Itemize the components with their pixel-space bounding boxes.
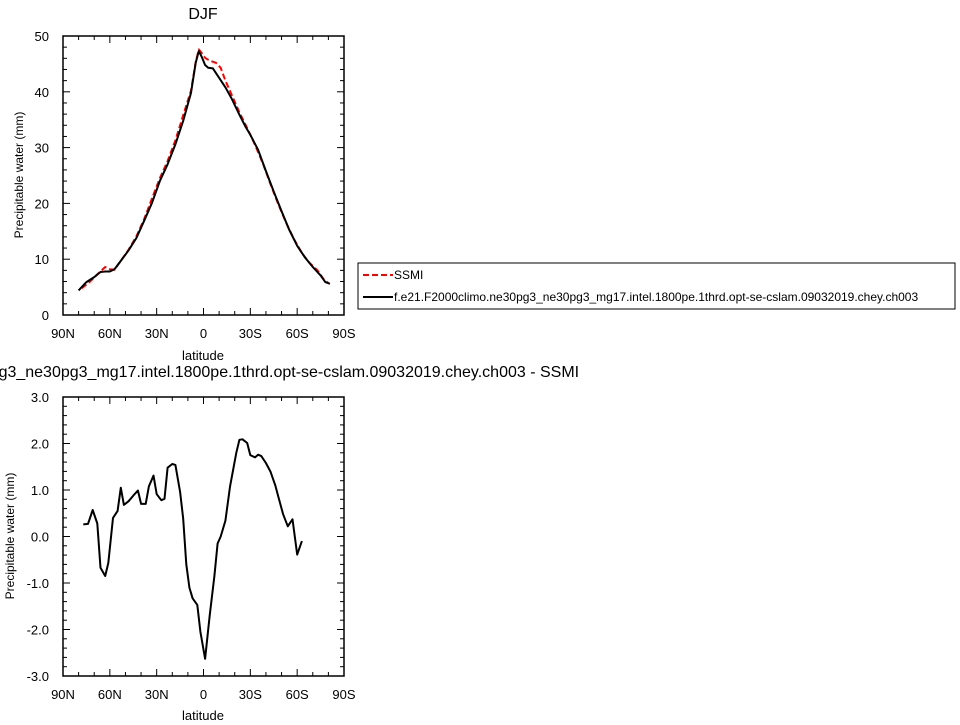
- x-tick-label: 90N: [51, 326, 75, 341]
- top-x-axis-label: latitude: [182, 348, 224, 363]
- legend-box: [357, 262, 956, 310]
- x-tick-label: 90S: [332, 326, 355, 341]
- top-axis-ticks: 90N 60N 30N 0 30S 60S 90S 0 10 20 30 40 50: [35, 29, 356, 341]
- bottom-plot-area: [62, 396, 345, 677]
- x-tick-label: 60N: [98, 326, 122, 341]
- y-tick-label: 40: [35, 85, 49, 100]
- x-tick-label: 90N: [51, 687, 75, 702]
- plot-frame: [62, 35, 345, 316]
- y-tick-label: 2.0: [31, 437, 49, 452]
- plot-frame: [62, 396, 345, 677]
- y-tick-label: 10: [35, 252, 49, 267]
- x-tick-label: 30S: [239, 687, 262, 702]
- x-tick-label: 60N: [98, 687, 122, 702]
- x-tick-label: 30N: [145, 687, 169, 702]
- x-tick-label: 60S: [286, 687, 309, 702]
- top-panel: DJF 90N 60N 30N 0 30S 60S 90S 0 10 20 30 40 50 latit…: [12, 6, 356, 363]
- legend: SSMI f.e21.F2000climo.ne30pg3_ne30pg3_mg…: [357, 262, 956, 310]
- top-plot-area: [62, 35, 345, 316]
- bottom-panel: f.e21.F2000climo.ne30pg3_ne30pg3_mg17.in…: [0, 364, 579, 723]
- bottom-series-lines: [83, 438, 303, 660]
- legend-label-model: f.e21.F2000climo.ne30pg3_ne30pg3_mg17.in…: [394, 290, 918, 304]
- bottom-axis-ticks: 90N 60N 30N 0 30S 60S 90S -3.0 -2.0 -1.0 0.0 1.0 2.0…: [27, 390, 356, 702]
- x-tick-label: 0: [200, 687, 207, 702]
- series-line-1: [77, 50, 331, 292]
- x-tick-label: 90S: [332, 687, 355, 702]
- y-tick-label: -3.0: [27, 669, 49, 684]
- x-tick-label: 0: [200, 326, 207, 341]
- top-series-lines: [77, 48, 331, 292]
- y-tick-label: 50: [35, 29, 49, 44]
- y-tick-label: -1.0: [27, 576, 49, 591]
- y-tick-label: 20: [35, 196, 49, 211]
- y-tick-label: 3.0: [31, 390, 49, 405]
- series-line-0: [81, 48, 330, 289]
- legend-label-ssmi: SSMI: [394, 268, 423, 282]
- x-tick-label: 60S: [286, 326, 309, 341]
- y-tick-label: 1.0: [31, 483, 49, 498]
- bottom-x-axis-label: latitude: [182, 708, 224, 723]
- series-line-0: [83, 438, 303, 660]
- bottom-y-axis-label: Precipitable water (mm): [3, 473, 17, 600]
- y-tick-label: 0.0: [31, 530, 49, 545]
- top-y-axis-label: Precipitable water (mm): [12, 112, 26, 239]
- y-tick-label: -2.0: [27, 623, 49, 638]
- bottom-chart-title: f.e21.F2000climo.ne30pg3_ne30pg3_mg17.in…: [0, 364, 579, 381]
- top-chart-title: DJF: [188, 6, 218, 23]
- x-tick-label: 30N: [145, 326, 169, 341]
- y-tick-label: 30: [35, 141, 49, 156]
- x-tick-label: 30S: [239, 326, 262, 341]
- y-tick-label: 0: [42, 308, 49, 323]
